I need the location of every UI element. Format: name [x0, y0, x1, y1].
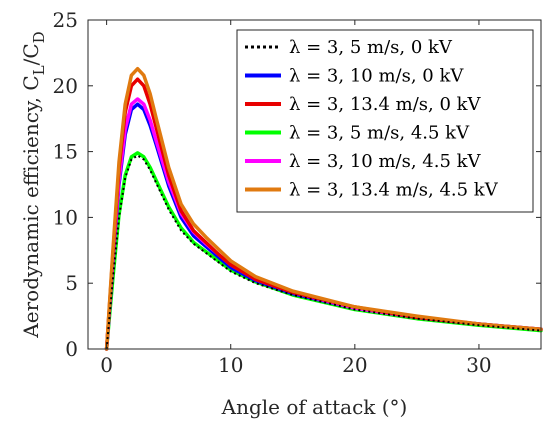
plot-frame: [87, 19, 542, 350]
y-axis-title: Aerodynamic efficiency, CL/CD: [19, 31, 48, 338]
y-tick-label: 15: [53, 140, 78, 164]
y-axis-title-mid: /C: [19, 43, 43, 65]
x-tick-label: 0: [100, 353, 113, 377]
legend-label-4: λ = 3, 5 m/s, 4.5 kV: [289, 123, 470, 144]
y-axis-title-prefix: Aerodynamic efficiency, C: [19, 75, 43, 338]
y-tick-label: 25: [53, 8, 78, 32]
legend-box: [236, 29, 534, 213]
x-tick-label: 20: [342, 353, 367, 377]
series-line-1: [105, 154, 542, 350]
y-tick-label: 0: [65, 337, 78, 361]
y-axis-title-sub-l: L: [30, 65, 48, 75]
legend-label-1: λ = 3, 5 m/s, 0 kV: [289, 37, 453, 58]
series-line-6: [104, 66, 543, 351]
x-tick-label: 30: [466, 353, 491, 377]
y-tick-label: 10: [53, 205, 78, 229]
y-axis-title-sub-d: D: [30, 31, 48, 43]
tick-group: 0 10 20 30 0 5 10 15 20 25: [53, 8, 541, 377]
legend-label-5: λ = 3, 10 m/s, 4.5 kV: [289, 151, 482, 172]
legend: λ = 3, 5 m/s, 0 kV λ = 3, 10 m/s, 0 kV λ =…: [236, 29, 534, 213]
x-tick-label: 10: [218, 353, 243, 377]
y-tick-label: 20: [53, 74, 78, 98]
legend-label-3: λ = 3, 13.4 m/s, 0 kV: [289, 94, 482, 115]
y-tick-label: 5: [65, 271, 78, 295]
series-group: [104, 66, 543, 351]
legend-label-6: λ = 3, 13.4 m/s, 4.5 kV: [289, 180, 499, 201]
legend-label-2: λ = 3, 10 m/s, 0 kV: [289, 66, 464, 87]
x-axis-title: Angle of attack (°): [221, 395, 408, 419]
